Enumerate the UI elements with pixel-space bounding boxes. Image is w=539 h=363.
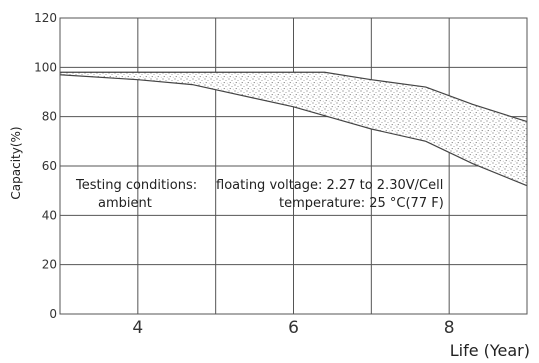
x-tick-labels: 4 6 8 xyxy=(132,318,454,338)
x-tick-label-6: 6 xyxy=(288,318,299,338)
annotation-temperature: temperature: 25 °C(77 F) xyxy=(279,196,444,211)
y-tick-label-120: 120 xyxy=(34,11,57,25)
x-tick-label-4: 4 xyxy=(132,318,143,338)
y-tick-label-100: 100 xyxy=(34,60,57,74)
y-tick-label-40: 40 xyxy=(42,208,57,222)
y-tick-label-80: 80 xyxy=(42,110,57,124)
annotation-floating-voltage: floating voltage: 2.27 to 2.30V/Cell xyxy=(216,178,443,193)
x-tick-label-8: 8 xyxy=(444,318,455,338)
y-axis-label: Capacity(%) xyxy=(9,126,23,199)
y-tick-label-60: 60 xyxy=(42,159,57,173)
annotation-testing-conditions: Testing conditions: xyxy=(75,178,197,193)
y-tick-labels: 0 20 40 60 80 100 120 xyxy=(34,11,57,321)
x-axis-label: Life (Year) xyxy=(450,341,530,360)
y-tick-label-0: 0 xyxy=(49,307,57,321)
y-tick-label-20: 20 xyxy=(42,258,57,272)
grid-lines xyxy=(60,18,527,314)
annotation-ambient: ambient xyxy=(98,196,152,211)
